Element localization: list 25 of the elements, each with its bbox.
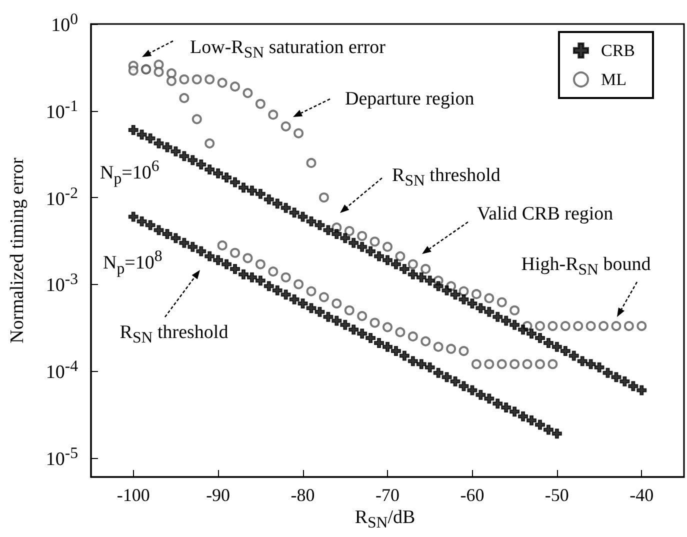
- x-tick-label: -80: [290, 485, 315, 506]
- x-tick-label: -70: [376, 485, 400, 506]
- y-tick-label: 10$^{0}$: [51, 10, 78, 38]
- x-tick-label: -90: [206, 485, 230, 506]
- x-tick-label: -50: [544, 485, 569, 506]
- legend-label: CRB: [600, 41, 636, 60]
- annotation: N$_{p}$=10$^{6}$: [100, 158, 160, 188]
- x-axis-title: R$_{SN}$/dB: [354, 506, 416, 532]
- annotation: N$_{p}$=10$^{8}$: [103, 248, 162, 278]
- y-tick-label: 10$^{-3}$: [46, 271, 78, 298]
- x-tick-label: -40: [630, 485, 654, 506]
- annotation: R$_{SN}$ threshold: [120, 322, 228, 348]
- y-tick-label: 10$^{-5}$: [46, 444, 78, 471]
- annotation: Valid CRB region: [477, 204, 614, 226]
- annotation: High-R$_{SN}$ bound: [521, 254, 651, 280]
- y-tick-label: 10$^{-4}$: [46, 358, 78, 384]
- x-tick-label: -100: [116, 485, 150, 506]
- y-tick-label: 10$^{-1}$: [46, 98, 78, 124]
- x-tick-label: -60: [460, 485, 484, 506]
- annotation: Low-R$_{SN}$ saturation error: [190, 36, 386, 62]
- y-tick-label: 10$^{-2}$: [46, 184, 78, 211]
- legend-label: ML: [600, 70, 626, 89]
- annotation: Departure region: [345, 88, 474, 110]
- annotation: R$_{SN}$ threshold: [392, 164, 500, 190]
- y-axis-title: Normalized timing error: [7, 156, 28, 344]
